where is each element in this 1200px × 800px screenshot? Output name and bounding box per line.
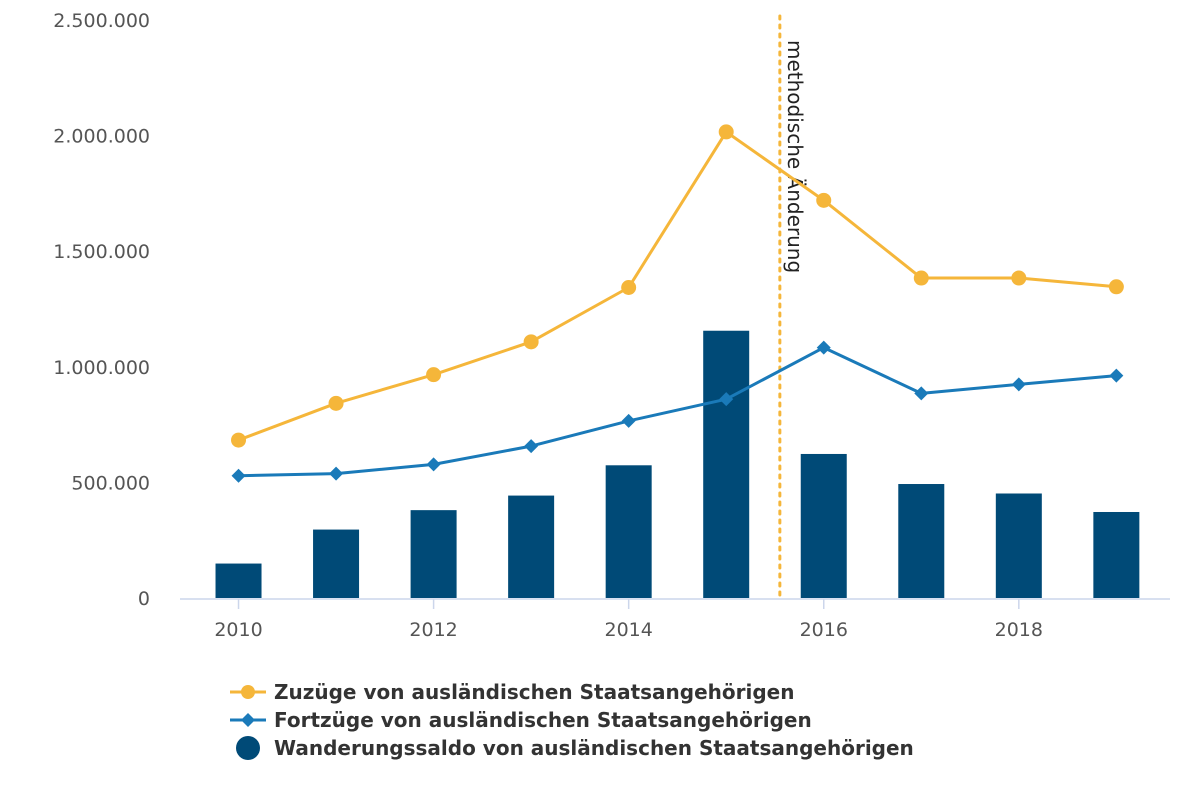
point-1-2012: [426, 457, 441, 472]
bar-2014: [605, 465, 652, 598]
x-tick-label-2012: 2012: [409, 619, 457, 641]
point-0-2018: [1011, 270, 1027, 286]
point-0-2015: [718, 124, 734, 140]
point-0-2013: [523, 334, 539, 350]
legend-item-1: Fortzüge von ausländischen Staatsangehör…: [230, 708, 812, 732]
legend-item-2: Wanderungssaldo von ausländischen Staats…: [236, 736, 914, 760]
bar-2018: [995, 493, 1042, 598]
point-1-2014: [621, 413, 636, 428]
bar-2010: [215, 563, 262, 598]
x-tick-label-2018: 2018: [995, 619, 1043, 641]
point-0-2019: [1108, 279, 1124, 295]
point-0-2012: [426, 367, 442, 383]
point-1-2011: [329, 466, 344, 481]
legend: Zuzüge von ausländischen Staatsangehörig…: [230, 680, 914, 760]
y-tick-label-4: 2.000.000: [53, 126, 150, 148]
legend-marker-2: [236, 736, 260, 760]
legend-marker-1: [241, 713, 255, 727]
bar-2011: [313, 529, 360, 598]
point-1-2019: [1109, 368, 1124, 383]
y-tick-label-1: 500.000: [71, 472, 150, 494]
series-line-0: [237, 130, 1117, 442]
bar-2013: [508, 495, 555, 598]
point-1-2018: [1011, 377, 1026, 392]
line-series: [231, 124, 1124, 483]
legend-marker-0: [241, 685, 255, 699]
point-1-2013: [524, 439, 539, 454]
point-0-2011: [328, 395, 344, 411]
point-1-2010: [231, 468, 246, 483]
legend-label-0: Zuzüge von ausländischen Staatsangehörig…: [274, 680, 794, 704]
y-tick-label-5: 2.500.000: [53, 10, 150, 32]
bar-2019: [1093, 511, 1140, 598]
point-1-2017: [914, 386, 929, 401]
y-tick-label-3: 1.500.000: [53, 241, 150, 263]
x-tick-label-2010: 2010: [214, 619, 262, 641]
annotation-layer: methodische Änderung: [778, 14, 807, 600]
bar-series: [215, 330, 1140, 598]
legend-label-1: Fortzüge von ausländischen Staatsangehör…: [274, 708, 812, 732]
x-tick-label-2014: 2014: [604, 619, 652, 641]
point-0-2017: [913, 270, 929, 286]
y-tick-label-0: 0: [138, 588, 150, 610]
bar-2017: [898, 484, 945, 598]
bar-2012: [410, 510, 457, 598]
point-1-2016: [816, 340, 831, 355]
point-0-2014: [621, 279, 637, 295]
bar-2016: [800, 453, 847, 598]
point-1-2015: [719, 392, 734, 407]
bar-2015: [703, 330, 750, 598]
legend-item-0: Zuzüge von ausländischen Staatsangehörig…: [230, 680, 794, 704]
point-0-2016: [816, 192, 832, 208]
annotation-label: methodische Änderung: [783, 40, 807, 273]
y-tick-label-2: 1.000.000: [53, 357, 150, 379]
legend-label-2: Wanderungssaldo von ausländischen Staats…: [274, 736, 914, 760]
x-tick-label-2016: 2016: [800, 619, 848, 641]
series-line-1: [238, 346, 1117, 478]
axes: 2010 2012 2014 2016 2018 0 500.000 1.000.000 1.5…: [53, 10, 1170, 641]
point-0-2010: [231, 432, 247, 448]
